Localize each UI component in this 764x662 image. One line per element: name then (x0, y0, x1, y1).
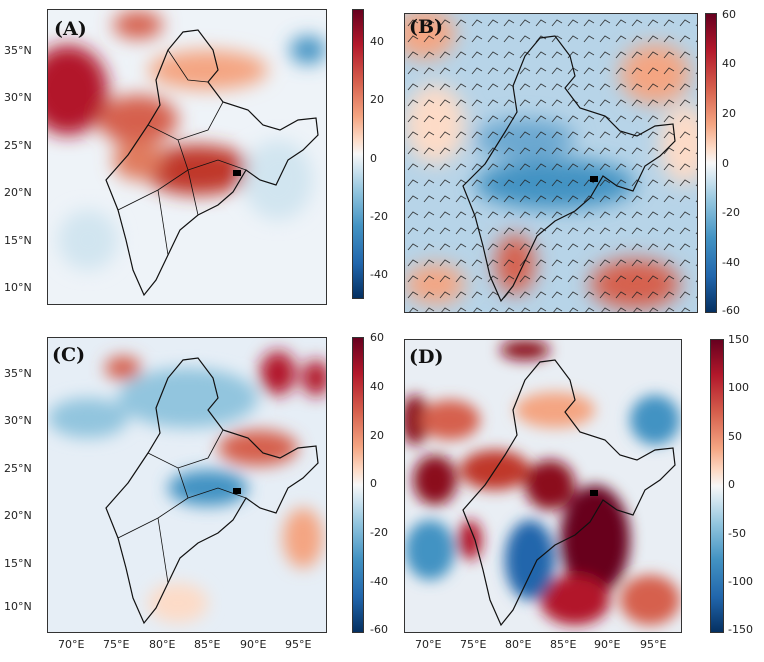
colorbar-tick: 0 (728, 478, 735, 491)
colorbar-tick: 60 (370, 331, 384, 344)
colorbar-tick: -40 (370, 575, 388, 588)
colorbar-tick: -60 (370, 623, 388, 636)
colorbar-tick: 100 (728, 381, 749, 394)
lon-tick: 90°E (240, 638, 267, 651)
colorbar-tick: 40 (370, 35, 384, 48)
colorbar-tick: -60 (722, 304, 740, 317)
anomaly-field-c (48, 338, 326, 632)
lon-tick: 80°E (149, 638, 176, 651)
colorbar-tick: 20 (370, 429, 384, 442)
lon-tick: 85°E (194, 638, 221, 651)
colorbar-tick: 60 (722, 8, 736, 21)
india-outline-c (105, 357, 319, 625)
colorbar-tick: 40 (370, 380, 384, 393)
colorbar-d (710, 339, 724, 633)
lat-tick: 15°N (4, 234, 32, 247)
colorbar-b (705, 13, 717, 313)
india-outline-d (462, 359, 676, 627)
colorbar-tick: 0 (370, 152, 377, 165)
panel-label-a: (A) (54, 18, 87, 40)
colorbar-tick: -50 (728, 527, 746, 540)
colorbar-tick: 20 (370, 93, 384, 106)
panel-label-b: (B) (409, 16, 444, 38)
lon-tick: 75°E (103, 638, 130, 651)
colorbar-a (352, 9, 364, 299)
india-outline-b (462, 35, 676, 303)
lat-tick: 35°N (4, 44, 32, 57)
lat-tick: 15°N (4, 557, 32, 570)
colorbar-tick: 150 (728, 333, 749, 346)
lat-tick: 30°N (4, 414, 32, 427)
lat-tick: 10°N (4, 600, 32, 613)
colorbar-tick: -20 (722, 206, 740, 219)
lon-tick: 90°E (594, 638, 621, 651)
india-outline-a (105, 29, 319, 297)
colorbar-tick: 0 (722, 157, 729, 170)
lat-tick: 35°N (4, 367, 32, 380)
map-panel-c: (C) (47, 337, 327, 633)
lon-tick: 85°E (550, 638, 577, 651)
colorbar-tick: -40 (370, 268, 388, 281)
lon-tick: 75°E (460, 638, 487, 651)
lat-tick: 25°N (4, 139, 32, 152)
colorbar-tick: 40 (722, 57, 736, 70)
colorbar-tick: -40 (722, 256, 740, 269)
colorbar-tick: -100 (728, 575, 753, 588)
map-panel-b: (B) (404, 13, 698, 313)
panel-label-c: (C) (52, 344, 86, 366)
lat-tick: 10°N (4, 281, 32, 294)
colorbar-tick: -20 (370, 526, 388, 539)
lon-tick: 70°E (415, 638, 442, 651)
lon-tick: 95°E (640, 638, 667, 651)
lat-tick: 25°N (4, 462, 32, 475)
lon-tick: 70°E (58, 638, 85, 651)
map-panel-a: (A) (47, 9, 327, 305)
colorbar-c (352, 337, 364, 633)
colorbar-tick: 0 (370, 477, 377, 490)
lat-tick: 20°N (4, 509, 32, 522)
lat-tick: 20°N (4, 186, 32, 199)
map-panel-d: (D) (404, 339, 682, 633)
anomaly-field-a (48, 10, 326, 304)
lon-tick: 80°E (505, 638, 532, 651)
anomaly-field-d (405, 340, 681, 632)
lat-tick: 30°N (4, 91, 32, 104)
colorbar-tick: 50 (728, 430, 742, 443)
colorbar-tick: 20 (722, 107, 736, 120)
colorbar-tick: -20 (370, 210, 388, 223)
lon-tick: 95°E (285, 638, 312, 651)
panel-label-d: (D) (409, 346, 444, 368)
colorbar-tick: -150 (728, 623, 753, 636)
anomaly-field-b (405, 14, 697, 312)
